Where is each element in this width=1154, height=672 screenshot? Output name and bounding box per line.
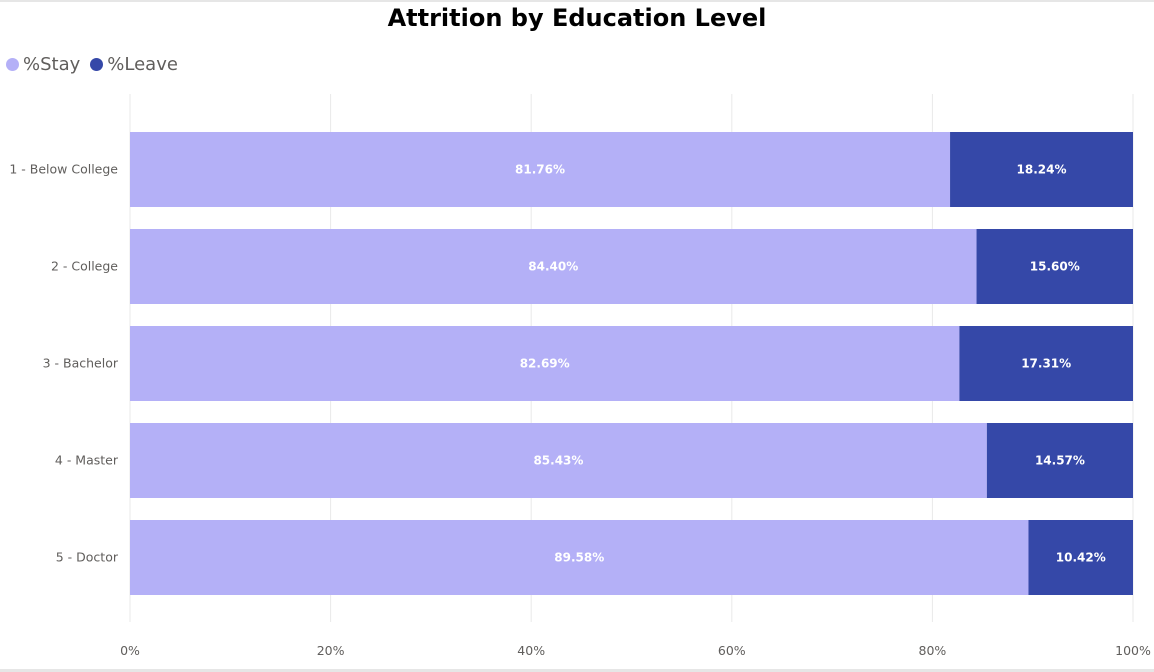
bar-leave-4 xyxy=(986,423,1133,498)
data-label-stay-3: 82.69% xyxy=(520,357,570,371)
bar-stay-1 xyxy=(130,132,951,207)
bar-leave-5 xyxy=(1028,520,1133,595)
data-label-stay-5: 89.58% xyxy=(554,551,604,565)
bar-stay-2 xyxy=(130,229,977,304)
category-label-5: 5 - Doctor xyxy=(56,550,119,565)
bar-stay-3 xyxy=(130,326,960,401)
frame-top-border xyxy=(0,0,1154,2)
bar-leave-2 xyxy=(976,229,1133,304)
category-label-2: 2 - College xyxy=(51,259,118,274)
data-label-leave-4: 14.57% xyxy=(1035,454,1085,468)
category-label-4: 4 - Master xyxy=(55,453,119,468)
data-label-stay-1: 81.76% xyxy=(515,163,565,177)
legend-item-leave[interactable]: %Leave xyxy=(90,54,178,75)
data-label-stay-4: 85.43% xyxy=(533,454,583,468)
x-tick-label-20: 20% xyxy=(317,643,345,658)
x-tick-label-0: 0% xyxy=(120,643,140,658)
bar-leave-3 xyxy=(959,326,1133,401)
x-tick-label-100: 100% xyxy=(1115,643,1151,658)
chart-title: Attrition by Education Level xyxy=(387,4,767,32)
category-label-3: 3 - Bachelor xyxy=(43,356,119,371)
data-label-leave-5: 10.42% xyxy=(1056,551,1106,565)
bar-leave-1 xyxy=(950,132,1133,207)
x-tick-label-60: 60% xyxy=(718,643,746,658)
legend-marker-stay xyxy=(6,58,19,71)
frame-bottom-border xyxy=(0,669,1154,672)
data-label-leave-2: 15.60% xyxy=(1030,260,1080,274)
legend: %Stay %Leave xyxy=(6,54,188,75)
bar-stay-5 xyxy=(130,520,1029,595)
data-label-leave-3: 17.31% xyxy=(1021,357,1071,371)
legend-marker-leave xyxy=(90,58,104,71)
data-label-stay-2: 84.40% xyxy=(528,260,578,274)
legend-label-stay: %Stay xyxy=(23,54,81,75)
bar-stay-4 xyxy=(130,423,987,498)
data-label-leave-1: 18.24% xyxy=(1017,163,1067,177)
x-tick-label-40: 40% xyxy=(517,643,545,658)
x-tick-label-80: 80% xyxy=(919,643,947,658)
legend-item-stay[interactable]: %Stay xyxy=(6,54,80,75)
category-label-1: 1 - Below College xyxy=(9,162,118,177)
legend-label-leave: %Leave xyxy=(107,54,178,75)
